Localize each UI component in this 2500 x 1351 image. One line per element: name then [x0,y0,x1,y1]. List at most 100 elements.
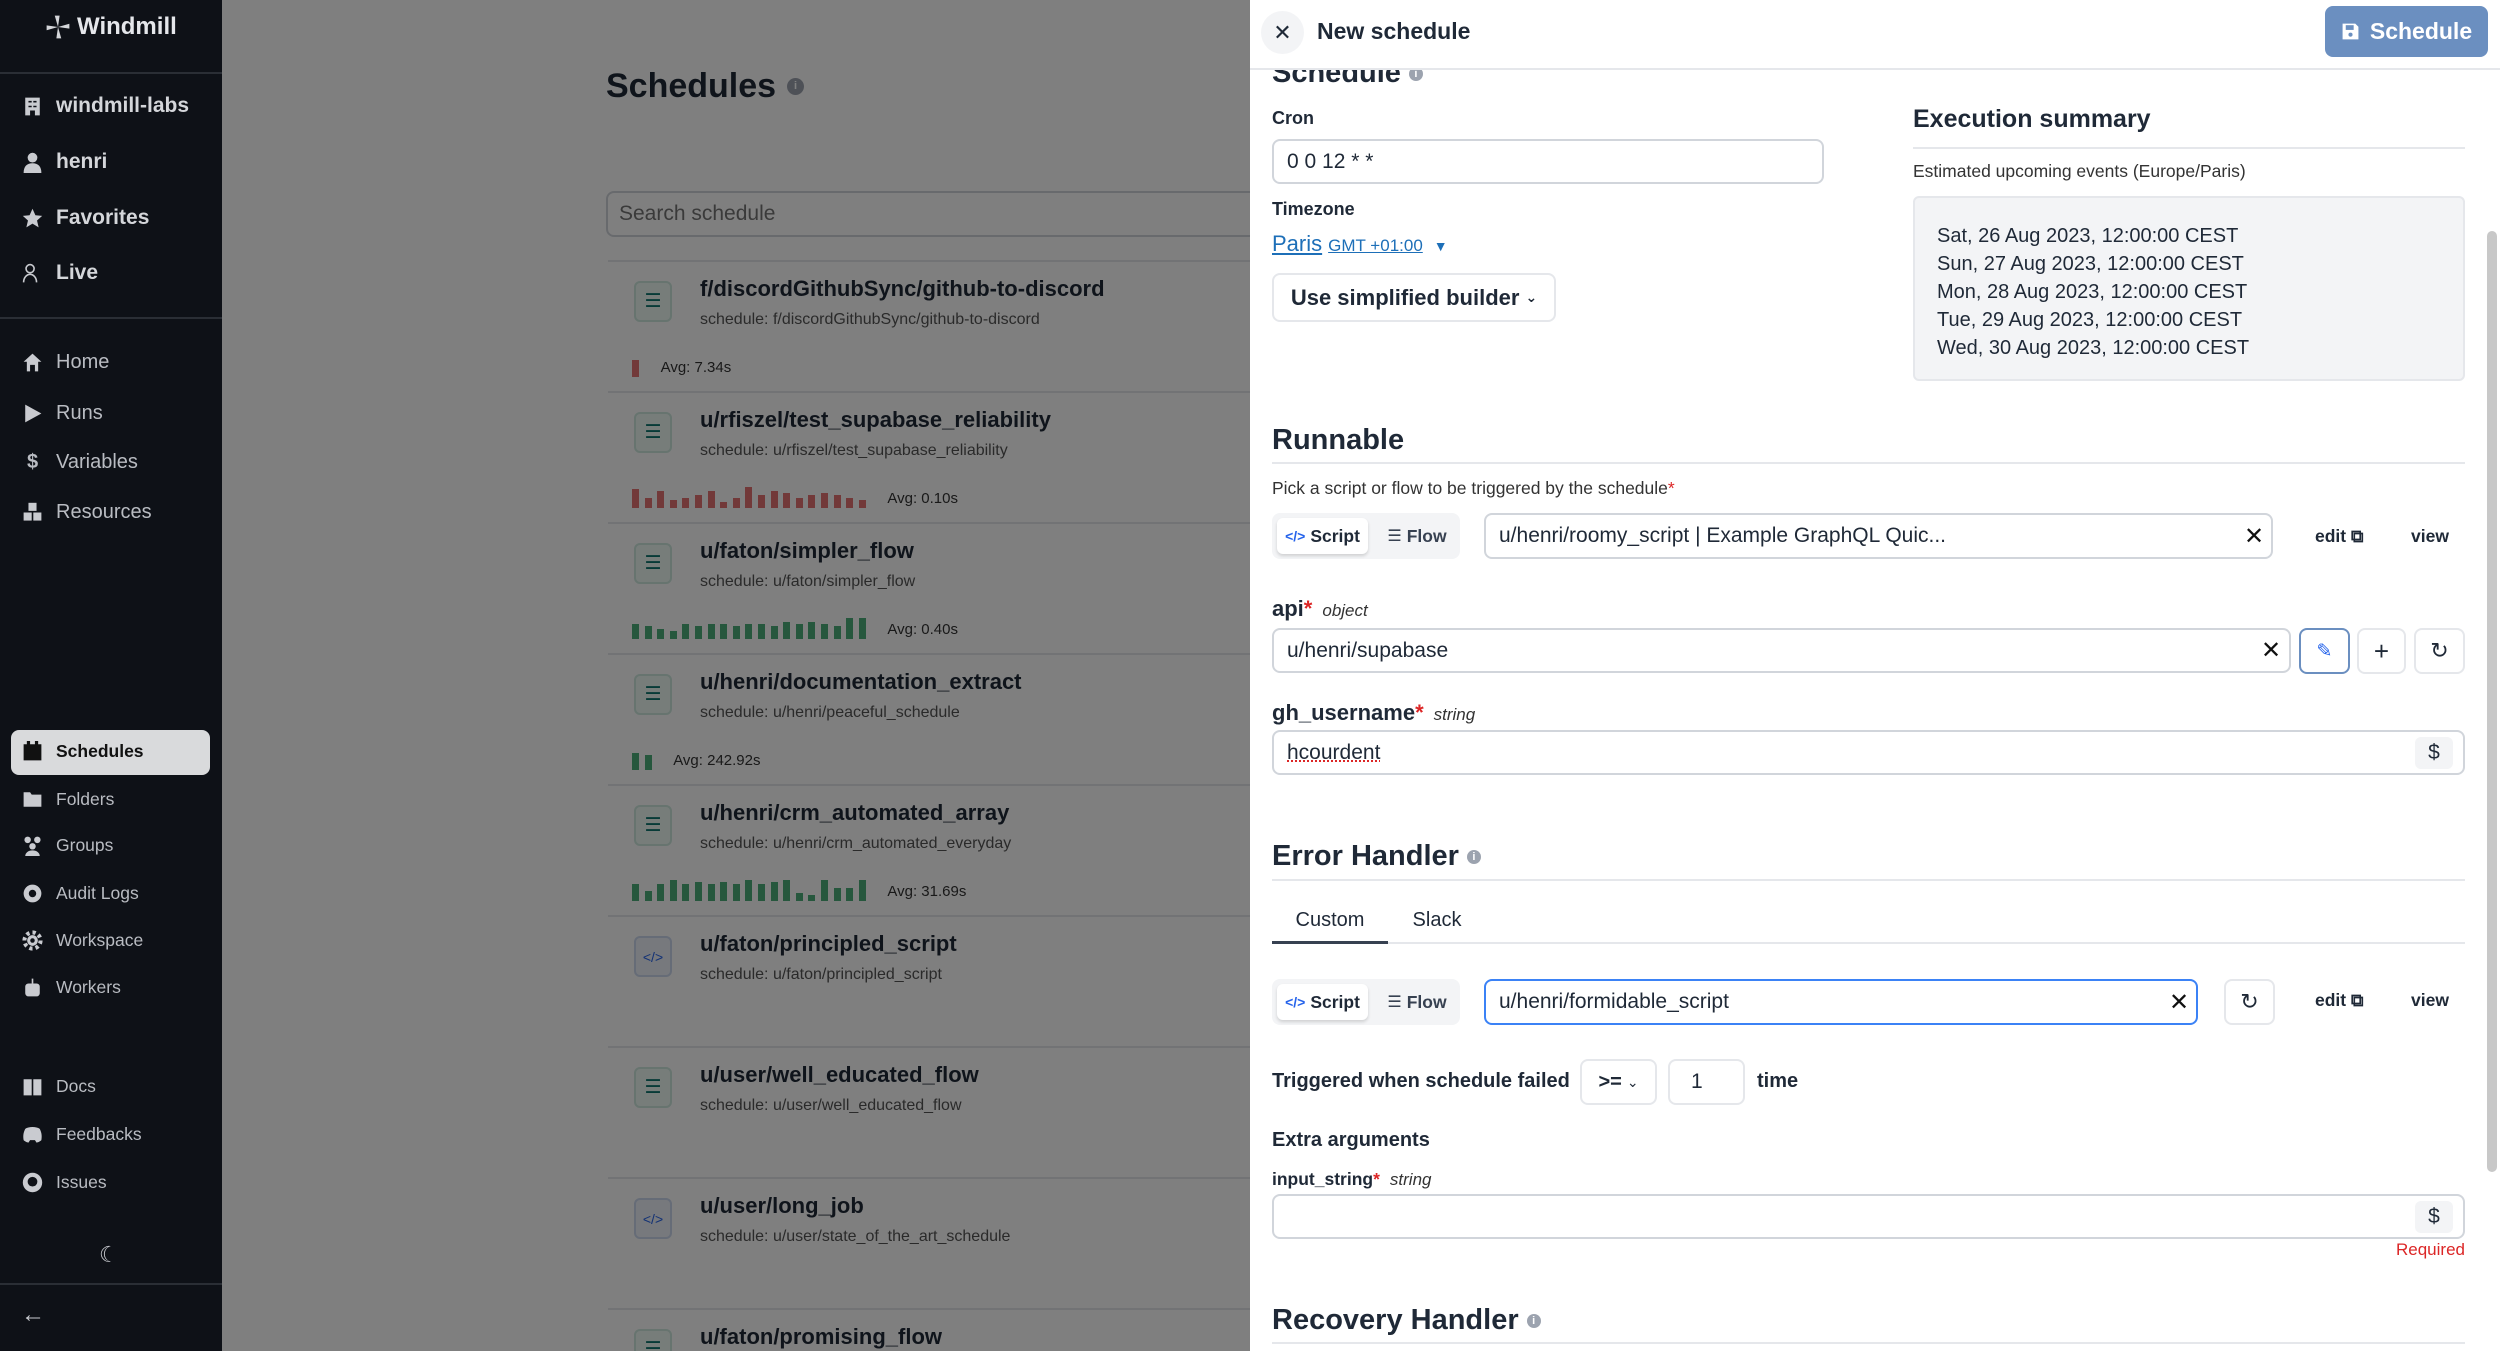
label: Live [56,261,99,284]
info-icon[interactable]: i [1466,849,1481,864]
new-schedule-drawer: ✕ New schedule Schedule Schedule i Cron 0… [1250,0,2500,1351]
simplified-builder-button[interactable]: Use simplified builder ⌄ [1272,273,1556,322]
arg-gh-username-input[interactable]: hcourdent $ [1272,730,2465,775]
failure-count-input[interactable]: 1 [1668,1059,1745,1105]
info-icon[interactable]: i [1526,1313,1541,1328]
arg-api-label: api* object [1272,596,1368,621]
sidebar-item-live[interactable]: Live [22,261,98,285]
clear-icon[interactable]: ✕ [2169,989,2190,1016]
sidebar-item-schedules[interactable]: Schedules [22,741,144,762]
refresh-button[interactable]: ↻ [2224,979,2275,1025]
sidebar-item-favorites[interactable]: Favorites [22,206,149,230]
sidebar-item-home[interactable]: Home [22,351,109,374]
clear-icon[interactable]: ✕ [2261,637,2282,664]
unit-label: time [1757,1070,1799,1092]
upcoming-event: Sat, 26 Aug 2023, 12:00:00 CEST [1937,225,2239,247]
timezone-label: Timezone [1272,199,1355,219]
arg-api-input[interactable]: u/henri/supabase ✕ [1272,628,2291,673]
add-resource-button[interactable]: + [2357,628,2406,674]
input-string-field[interactable]: $ [1272,1194,2465,1239]
moon-icon[interactable]: ☾ [99,1242,119,1267]
sidebar-item-resources[interactable]: Resources [22,501,152,524]
sidebar-item-issues[interactable]: Issues [22,1172,107,1193]
users-icon [22,263,38,282]
sidebar-item-workspace-switcher[interactable]: windmill-labs [22,94,189,118]
boxes-icon [23,502,42,521]
sidebar-item-folders[interactable]: Folders [22,789,114,810]
collapse-arrow-icon[interactable]: ← [21,1301,45,1328]
sidebar-item-feedbacks[interactable]: Feedbacks [22,1124,142,1145]
upcoming-event: Tue, 29 Aug 2023, 12:00:00 CEST [1937,309,2243,331]
caret-down-icon: ▼ [1433,238,1448,254]
script-toggle[interactable]: </> Script [1277,518,1368,554]
dollar-icon[interactable]: $ [2415,1201,2453,1233]
sidebar-item-runs[interactable]: Runs [22,402,103,425]
runnable-hint: Pick a script or flow to be triggered by… [1272,478,1675,498]
upcoming-event: Wed, 30 Aug 2023, 12:00:00 CEST [1937,337,2250,359]
sidebar-item-audit-logs[interactable]: Audit Logs [22,883,139,904]
sidebar-item-groups[interactable]: Groups [22,835,113,856]
sidebar-item-workers[interactable]: Workers [22,977,121,998]
upcoming-events-list: Sat, 26 Aug 2023, 12:00:00 CEST Sun, 27 A… [1913,196,2465,381]
label: Resources [56,501,152,523]
error-handler-path-input[interactable]: u/henri/formidable_script ✕ [1484,979,2198,1025]
scrollbar[interactable] [2487,231,2497,1172]
flow-toggle[interactable]: ☰ Flow [1387,991,1447,1012]
eye-icon [23,884,42,903]
error-handler-heading: Error Handler i [1272,840,1481,873]
cron-input[interactable]: 0 0 12 * * [1272,139,1824,184]
tab-slack[interactable]: Slack [1412,909,1462,931]
label: Favorites [56,206,150,229]
arg-gh-username-label: gh_username* string [1272,700,1476,725]
timezone-select[interactable]: Paris GMT +01:00 ▼ [1272,231,1448,256]
flow-icon: ☰ [1387,528,1402,545]
label: Audit Logs [56,883,139,903]
refresh-icon: ↻ [2240,989,2259,1014]
book-icon [23,1079,42,1096]
view-link[interactable]: view [2411,990,2449,1010]
calendar-icon [23,741,42,761]
script-toggle[interactable]: </> Script [1277,984,1368,1020]
runnable-heading: Runnable [1272,424,1405,456]
label: Issues [56,1172,107,1192]
sidebar-item-docs[interactable]: Docs [22,1076,96,1097]
edit-link[interactable]: edit ⧉ [2315,526,2364,546]
refresh-icon: ↻ [2430,638,2449,663]
dollar-icon: $ [26,451,39,473]
sidebar-item-variables[interactable]: $ Variables [22,451,138,474]
refresh-button[interactable]: ↻ [2414,628,2465,674]
execution-summary-subtitle: Estimated upcoming events (Europe/Paris) [1913,161,2246,181]
label: Folders [56,789,115,809]
flow-toggle[interactable]: ☰ Flow [1387,525,1447,546]
label: Home [56,351,110,373]
info-icon[interactable]: i [1408,66,1423,81]
clear-icon[interactable]: ✕ [2244,523,2265,550]
bot-icon [25,978,40,997]
windmill-logo[interactable]: Windmill [45,13,177,41]
close-button[interactable]: ✕ [1261,11,1304,54]
edit-link[interactable]: edit ⧉ [2315,990,2364,1010]
modal-backdrop[interactable] [222,0,1250,1351]
code-icon: </> [1285,994,1306,1010]
label: Groups [56,835,114,855]
play-icon [25,404,42,423]
home-icon [23,353,42,372]
extra-arguments-label: Extra arguments [1272,1129,1430,1151]
star-icon [22,208,43,227]
building-icon [25,97,40,115]
close-icon: ✕ [1273,19,1292,45]
view-link[interactable]: view [2411,526,2449,546]
sidebar-item-user[interactable]: henri [22,150,107,174]
edit-resource-button[interactable]: ✎ [2299,628,2350,674]
runnable-path-input[interactable]: u/henri/roomy_script | Example GraphQL Q… [1484,513,2273,559]
tab-custom[interactable]: Custom [1272,909,1388,944]
save-schedule-button[interactable]: Schedule [2325,6,2488,57]
flow-icon: ☰ [1387,994,1402,1011]
external-link-icon: ⧉ [2351,526,2364,546]
operator-select[interactable]: >= ⌄ [1580,1059,1657,1105]
required-error: Required [2396,1240,2465,1259]
dollar-icon[interactable]: $ [2415,737,2453,769]
label: Docs [56,1076,96,1096]
sidebar-item-workspace[interactable]: Workspace [22,930,143,951]
label: Workspace [56,930,144,950]
